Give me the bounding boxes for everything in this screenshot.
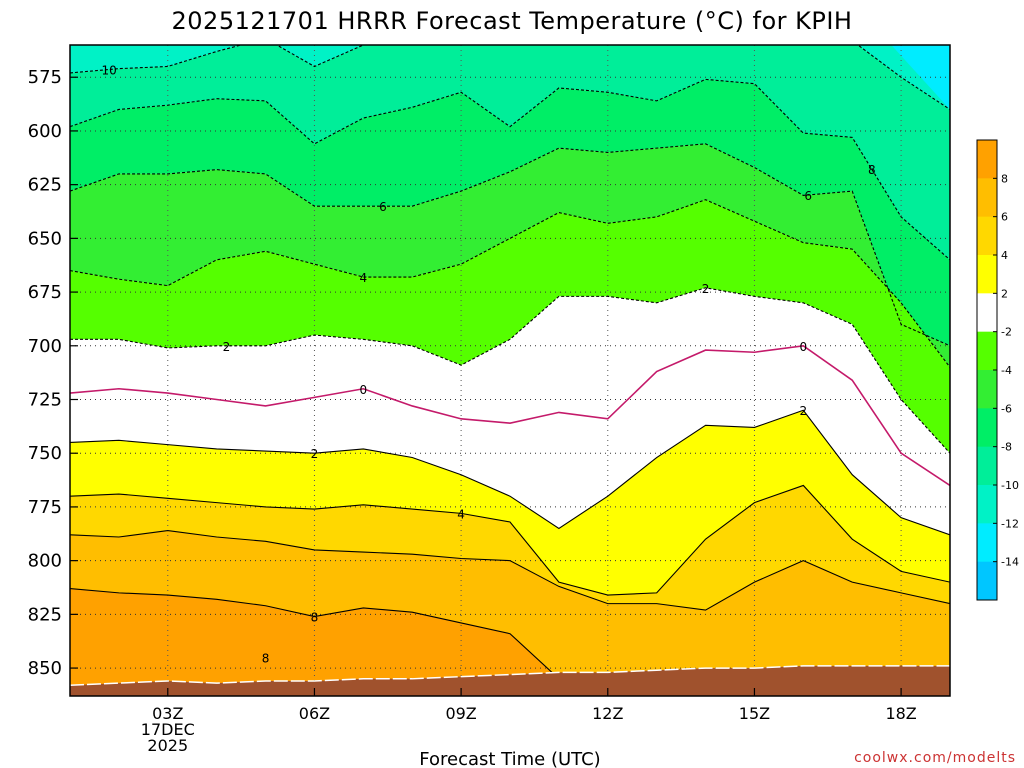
isotherm-contours: [70, 45, 950, 696]
contour-labels: 10 8 6 6 4 2 2 0 0 2 2 4 8 8: [101, 63, 876, 665]
colorbar-tick-label: 8: [1001, 172, 1008, 185]
grid-lines: [70, 45, 950, 696]
colorbar-tick-label: -10: [1001, 479, 1019, 492]
y-axis-ticks: 575 600 625 650 675 700 725 750 775 800 825 850: [28, 67, 78, 679]
colorbar-tick-label: -2: [1001, 326, 1012, 339]
band-minus12: [891, 45, 950, 110]
y-tick-label: 600: [28, 121, 62, 142]
temperature-band: [70, 530, 950, 696]
y-tick-label: 575: [28, 67, 62, 88]
colorbar-tick-label: 6: [1001, 211, 1008, 224]
colorbar-tick-label: -14: [1001, 556, 1019, 569]
x-tick-label: 03Z: [152, 704, 183, 723]
temperature-band: [70, 345, 950, 535]
x-tick-label: 15Z: [739, 704, 770, 723]
contour-label: 8: [262, 651, 270, 665]
x-tick-label: 06Z: [299, 704, 330, 723]
x-tick-label: 09Z: [445, 704, 476, 723]
colorbar-segment: [977, 408, 997, 448]
contour-label: 0: [360, 383, 368, 397]
y-tick-label: 750: [28, 443, 62, 464]
isotherm-line: [70, 143, 950, 347]
colorbar-segment: [977, 140, 997, 179]
x-tick-label: 2025: [147, 736, 188, 755]
contour-label: 2: [311, 447, 319, 461]
contour-label: 0: [800, 340, 808, 354]
contour-label: 4: [457, 507, 465, 521]
colorbar-segment: [977, 293, 997, 333]
terrain: [70, 665, 950, 696]
temperature-band: [70, 485, 950, 611]
temperature-band: [70, 143, 950, 368]
credit-text: coolwx.com/modelts: [854, 750, 1016, 766]
x-tick-label: 18Z: [885, 704, 916, 723]
y-tick-label: 850: [28, 658, 62, 679]
colorbar-tick-label: -4: [1001, 364, 1012, 377]
colorbar-segment: [977, 255, 997, 294]
y-tick-label: 675: [28, 282, 62, 303]
colorbar-tick-label: 4: [1001, 249, 1008, 262]
temperature-bands: [70, 45, 950, 696]
y-tick-label: 700: [28, 336, 62, 357]
colorbar-tick-label: -12: [1001, 517, 1019, 530]
contour-label: 2: [223, 340, 231, 354]
y-tick-label: 625: [28, 175, 62, 196]
isotherm-line: [70, 344, 950, 487]
y-tick-label: 825: [28, 604, 62, 625]
isotherm-line: [70, 530, 950, 611]
terrain-surface-line: [70, 665, 950, 687]
contour-label: 8: [868, 163, 876, 177]
plot-area: 10 8 6 6 4 2 2 0 0 2 2 4 8 8: [69, 44, 951, 697]
contour-label: 6: [379, 200, 387, 214]
temperature-band: [70, 410, 950, 596]
contour-label: 4: [360, 271, 368, 285]
x-tick-label: 12Z: [592, 704, 623, 723]
temperature-band: [70, 588, 944, 696]
x-tick-label: 17DEC: [141, 720, 195, 739]
contour-label: 2: [702, 282, 710, 296]
colorbar-segment: [977, 216, 997, 256]
contour-label: 6: [804, 189, 812, 203]
contour-label: 10: [101, 63, 116, 77]
colorbar-segment: [977, 446, 997, 486]
chart-title: 2025121701 HRRR Forecast Temperature (°C…: [172, 7, 853, 35]
colorbar-tick-label: 2: [1001, 287, 1008, 300]
isotherm-line: [70, 287, 950, 454]
colorbar-segment: [977, 370, 997, 409]
plot-frame: [69, 44, 951, 697]
colorbar-segment: [977, 331, 997, 371]
temperature-band: [70, 79, 950, 346]
isotherm-line: [70, 484, 950, 596]
colorbar-segment: [977, 178, 997, 218]
y-tick-label: 800: [28, 551, 62, 572]
contour-label: 8: [311, 611, 319, 625]
isotherm-line: [70, 199, 950, 368]
contour-label: 2: [800, 404, 808, 418]
band-below-minus10: [70, 45, 950, 110]
isotherm-line: [70, 78, 950, 261]
isotherm-line: [70, 409, 950, 536]
colorbar-segment: [977, 485, 997, 524]
colorbar-tick-label: -8: [1001, 441, 1012, 454]
terrain-fill: [70, 665, 950, 696]
y-tick-label: 775: [28, 497, 62, 518]
colorbar-segment: [977, 561, 997, 601]
y-tick-label: 725: [28, 390, 62, 411]
x-axis-label: Forecast Time (UTC): [419, 749, 600, 768]
colorbar-segment: [977, 523, 997, 563]
temperature-band: [70, 287, 950, 486]
colorbar-tick-label: -6: [1001, 402, 1012, 415]
y-tick-label: 650: [28, 228, 62, 249]
colorbar-legend: 8 6 4 2 -2 -4 -6 -8 -10 -12 -14: [976, 139, 1019, 601]
temperature-band: [70, 45, 950, 260]
temperature-band: [70, 199, 950, 454]
